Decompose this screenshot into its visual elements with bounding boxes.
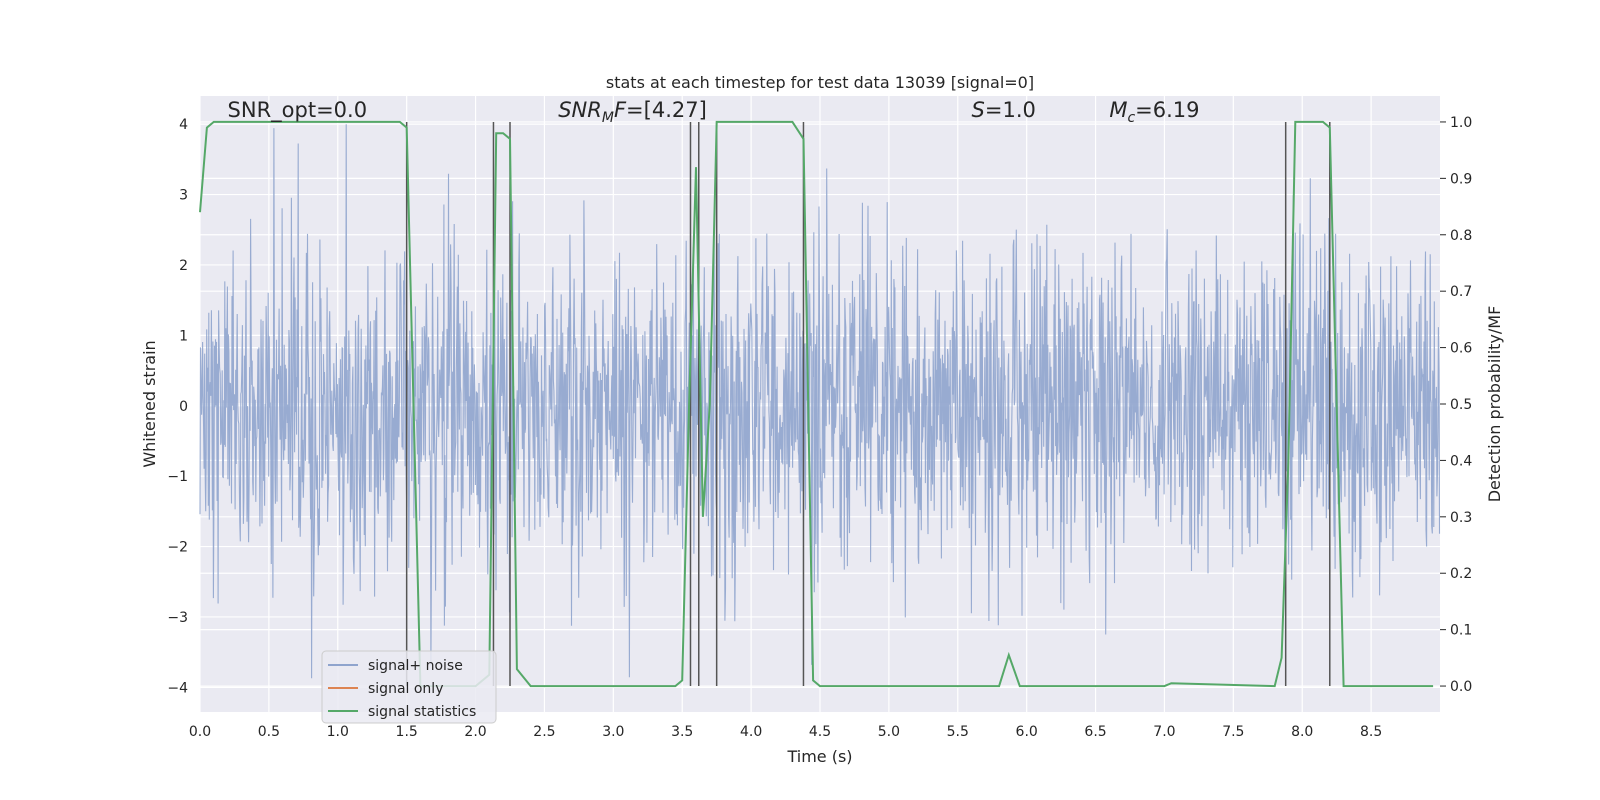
y2-tick-label: 0.0 — [1450, 679, 1472, 695]
x-tick-label: 8.0 — [1291, 724, 1313, 740]
annotation-part: M — [1109, 98, 1127, 122]
x-tick-label: 5.5 — [947, 724, 969, 740]
annotation-part: =6.19 — [1135, 98, 1199, 122]
x-tick-label: 6.5 — [1084, 724, 1106, 740]
x-tick-label: 2.0 — [464, 724, 486, 740]
y-tick-label: 0 — [179, 399, 188, 415]
y2-tick-label: 0.1 — [1450, 623, 1472, 639]
y2-axis-label: Detection probability/MF — [1485, 306, 1504, 503]
x-tick-label: 2.5 — [533, 724, 555, 740]
x-tick-label: 0.5 — [258, 724, 280, 740]
x-tick-label: 7.5 — [1222, 724, 1244, 740]
x-tick-label: 4.0 — [740, 724, 762, 740]
x-tick-label: 3.0 — [602, 724, 624, 740]
x-tick-label: 1.5 — [396, 724, 418, 740]
y2-tick-label: 0.5 — [1450, 397, 1472, 413]
chart-title: stats at each timestep for test data 130… — [606, 73, 1034, 92]
annotation-part: SNR — [558, 98, 602, 122]
legend-entry: signal+ noise — [368, 658, 463, 674]
y-tick-label: −4 — [167, 680, 188, 696]
y2-tick-label: 1.0 — [1450, 115, 1472, 131]
annotation-part: =[4.27] — [626, 98, 707, 122]
x-tick-label: 7.0 — [1153, 724, 1175, 740]
y2-tick-label: 0.6 — [1450, 341, 1472, 357]
annotation-part: S — [972, 98, 985, 122]
x-tick-label: 3.5 — [671, 724, 693, 740]
y2-tick-label: 0.7 — [1450, 284, 1472, 300]
x-tick-label: 8.5 — [1360, 724, 1382, 740]
y2-tick-label: 0.4 — [1450, 453, 1472, 469]
y-axis-label: Whitened strain — [140, 340, 159, 467]
x-axis-label: Time (s) — [786, 747, 852, 766]
y-tick-label: −1 — [167, 469, 188, 485]
y-tick-label: 3 — [179, 188, 188, 204]
x-tick-labels: 0.0 0.5 1.0 1.5 2.0 2.5 3.0 3.5 4.0 4.5 5.0 5.5 6.0 6… — [189, 724, 1382, 740]
y-tick-label: 1 — [179, 328, 188, 344]
x-tick-label: 5.0 — [878, 724, 900, 740]
annotation-part: F — [614, 98, 627, 122]
annotation-part: c — [1127, 110, 1135, 126]
y2-tick-label: 0.9 — [1450, 171, 1472, 187]
y-tick-label: 2 — [179, 258, 188, 274]
annotations: SNR_opt=0.0 SNRMF=[4.27] S=1.0 Mc=6.19 — [228, 98, 1200, 126]
y2-tick-label: 0.3 — [1450, 510, 1472, 526]
x-tick-label: 4.5 — [809, 724, 831, 740]
x-tick-label: 1.0 — [327, 724, 349, 740]
annotation: SNR_opt=0.0 — [228, 98, 368, 123]
y-tick-label: −3 — [167, 610, 188, 626]
y2-tick-labels: 1.0 0.9 0.8 0.7 0.6 0.5 0.4 0.3 0.2 0.1 0.0 — [1440, 115, 1472, 695]
y2-tick-label: 0.2 — [1450, 566, 1472, 582]
x-tick-label: 6.0 — [1016, 724, 1038, 740]
legend: signal+ noise signal only signal statistic… — [321, 650, 497, 724]
y-tick-label: −2 — [167, 540, 188, 556]
legend-entry: signal statistics — [368, 704, 476, 720]
annotation: SNRMF=[4.27] — [558, 98, 707, 126]
annotation-part: =1.0 — [985, 98, 1036, 122]
y2-tick-label: 0.8 — [1450, 228, 1472, 244]
y-tick-labels: 4 3 2 1 0 −1 −2 −3 −4 — [167, 117, 188, 696]
y-tick-label: 4 — [179, 117, 188, 133]
annotation: S=1.0 — [972, 98, 1036, 122]
legend-entry: signal only — [368, 681, 443, 697]
legend-box — [321, 650, 497, 724]
annotation-part: M — [602, 110, 614, 126]
x-tick-label: 0.0 — [189, 724, 211, 740]
vertical-lines — [405, 121, 1331, 687]
annotation: Mc=6.19 — [1109, 98, 1199, 126]
